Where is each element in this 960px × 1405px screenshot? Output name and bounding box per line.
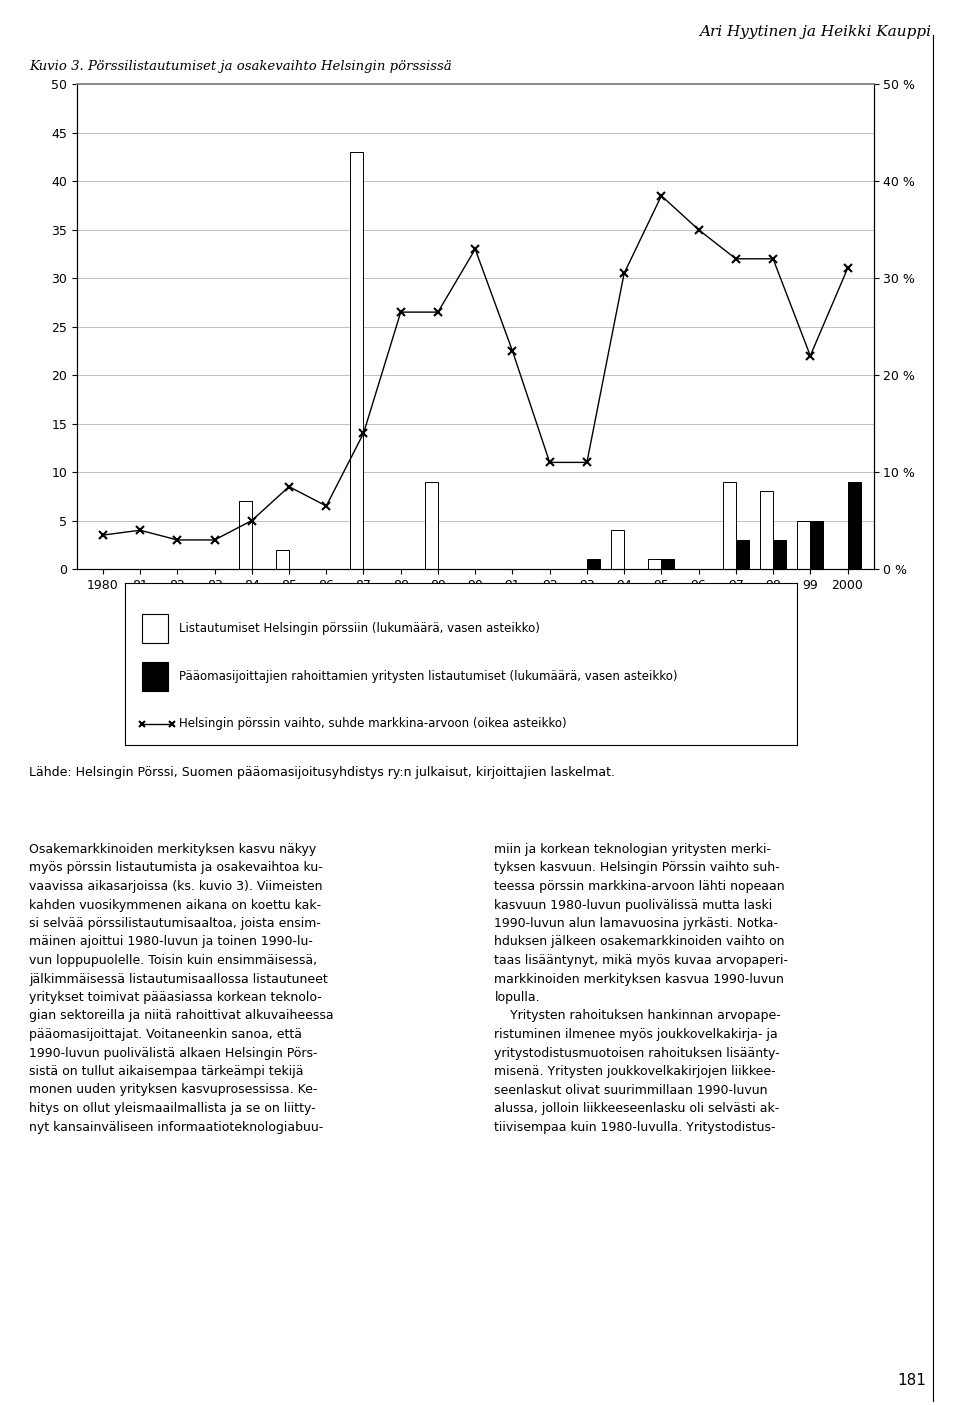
Bar: [239, 502, 252, 569]
Bar: [735, 540, 749, 569]
Bar: [773, 540, 786, 569]
Bar: [142, 662, 169, 691]
Bar: [425, 482, 438, 569]
Bar: [612, 530, 624, 569]
Bar: [276, 549, 289, 569]
Text: 181: 181: [898, 1373, 926, 1388]
Bar: [350, 152, 364, 569]
Bar: [661, 559, 674, 569]
Bar: [848, 482, 860, 569]
Text: Ari Hyytinen ja Heikki Kauppi: Ari Hyytinen ja Heikki Kauppi: [699, 25, 931, 39]
Bar: [648, 559, 661, 569]
Bar: [587, 559, 600, 569]
Text: Osakemarkkinoiden merkityksen kasvu näkyy
myös pörssin listautumista ja osakevai: Osakemarkkinoiden merkityksen kasvu näky…: [29, 843, 333, 1134]
Text: Helsingin pörssin vaihto, suhde markkina-arvoon (oikea asteikko): Helsingin pörssin vaihto, suhde markkina…: [179, 717, 566, 731]
Text: Listautumiset Helsingin pörssiin (lukumäärä, vasen asteikko): Listautumiset Helsingin pörssiin (lukumä…: [179, 622, 540, 635]
Bar: [142, 614, 169, 643]
Bar: [810, 521, 824, 569]
Bar: [797, 521, 810, 569]
Text: miin ja korkean teknologian yritysten merki-
tyksen kasvuun. Helsingin Pörssin v: miin ja korkean teknologian yritysten me…: [494, 843, 788, 1134]
Text: Kuvio 3. Pörssilistautumiset ja osakevaihto Helsingin pörssissä: Kuvio 3. Pörssilistautumiset ja osakevai…: [29, 60, 451, 73]
Text: Lähde: Helsingin Pörssi, Suomen pääomasijoitusyhdistys ry:n julkaisut, kirjoitta: Lähde: Helsingin Pörssi, Suomen pääomasi…: [29, 766, 614, 778]
Text: Pääomasijoittajien rahoittamien yritysten listautumiset (lukumäärä, vasen asteik: Pääomasijoittajien rahoittamien yrityste…: [179, 670, 677, 683]
Bar: [760, 492, 773, 569]
Bar: [723, 482, 735, 569]
